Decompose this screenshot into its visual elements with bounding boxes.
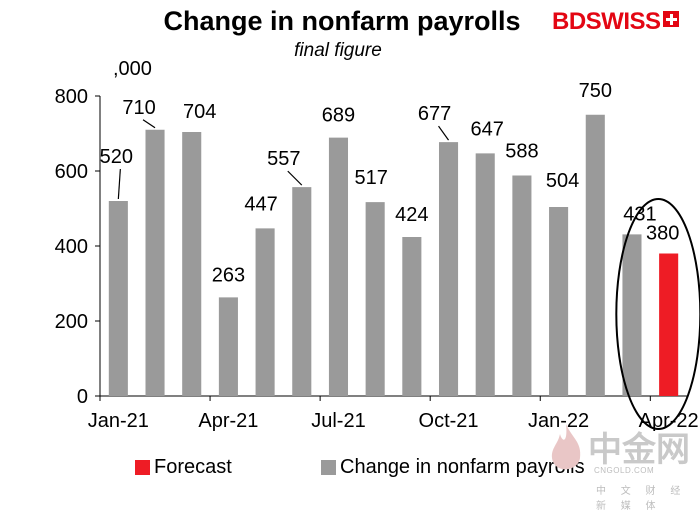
bar-payrolls [475,153,495,396]
swiss-cross-icon [662,11,679,27]
watermark-site: CNGOLD.COM [594,466,655,475]
legend-item-payrolls: Change in nonfarm payrolls [321,456,585,479]
legend-label-payrolls: Change in nonfarm payrolls [340,456,585,478]
data-label: 504 [546,170,579,192]
chart-title: Change in nonfarm payrolls [163,6,521,36]
bar-payrolls [328,137,349,396]
data-label: 380 [646,223,679,245]
y-tick-label: 800 [55,86,88,108]
bar-payrolls [145,129,165,396]
data-label: 424 [395,204,428,226]
bar-payrolls [365,202,385,396]
bar-chart: 0 200 400 600 800 Jan-21 Apr-21 Jul-21 Oct-21 Jan… [55,80,700,432]
data-label: 263 [212,264,245,286]
data-label-leader [438,125,450,141]
x-tick-label: Apr-22 [639,410,699,432]
flame-icon [551,424,581,470]
bar-payrolls [182,132,202,396]
bar-payrolls [585,114,605,396]
y-tick-label: 0 [77,386,88,408]
x-tick-label: Jan-22 [528,410,589,432]
data-label-leader [142,119,156,129]
bar-forecast [659,253,679,396]
unit-label: ,000 [113,58,152,80]
watermark-mark: 中金网 [588,430,690,470]
x-tick-label: Apr-21 [198,410,258,432]
y-tick-label: 200 [55,311,88,333]
bar-payrolls [438,142,459,396]
bar-payrolls [402,237,422,396]
legend-item-forecast: Forecast [135,456,232,479]
bar-payrolls [218,297,238,396]
x-tick-label: Jul-21 [311,410,365,432]
highlight-ellipse [615,198,700,430]
legend-swatch-payrolls [321,460,336,475]
watermark: 中金网 CNGOLD.COM 中 文 财 经 新 媒 体 [540,420,700,512]
bar-payrolls [549,207,569,396]
x-tick-label: Oct-21 [419,410,479,432]
data-label: 710 [122,97,155,119]
data-label: 431 [623,203,656,225]
data-label-leader [117,168,121,200]
chart-subtitle: final figure [294,40,382,61]
data-label: 520 [100,146,133,168]
y-tick-label: 600 [55,161,88,183]
data-label: 704 [183,101,216,123]
data-label-leader [287,170,303,186]
data-label: 750 [579,80,612,102]
data-label: 557 [267,148,300,170]
legend-swatch-forecast [135,460,150,475]
watermark-tagline: 中 文 财 经 新 媒 体 [596,486,687,512]
bdswiss-logo: BDSWISS [552,8,679,36]
bar-payrolls [512,175,532,396]
bar-payrolls [255,228,275,396]
data-label: 647 [471,118,504,140]
bar-payrolls [622,234,642,396]
data-label: 689 [322,105,355,127]
bar-payrolls [108,201,128,396]
data-label: 447 [244,193,277,215]
x-tick-label: Jan-21 [88,410,149,432]
data-label: 517 [354,167,387,189]
bar-payrolls [292,187,312,396]
legend-label-forecast: Forecast [154,456,232,478]
y-tick-label: 400 [55,236,88,258]
data-label: 588 [505,141,538,163]
data-label: 677 [418,103,451,125]
